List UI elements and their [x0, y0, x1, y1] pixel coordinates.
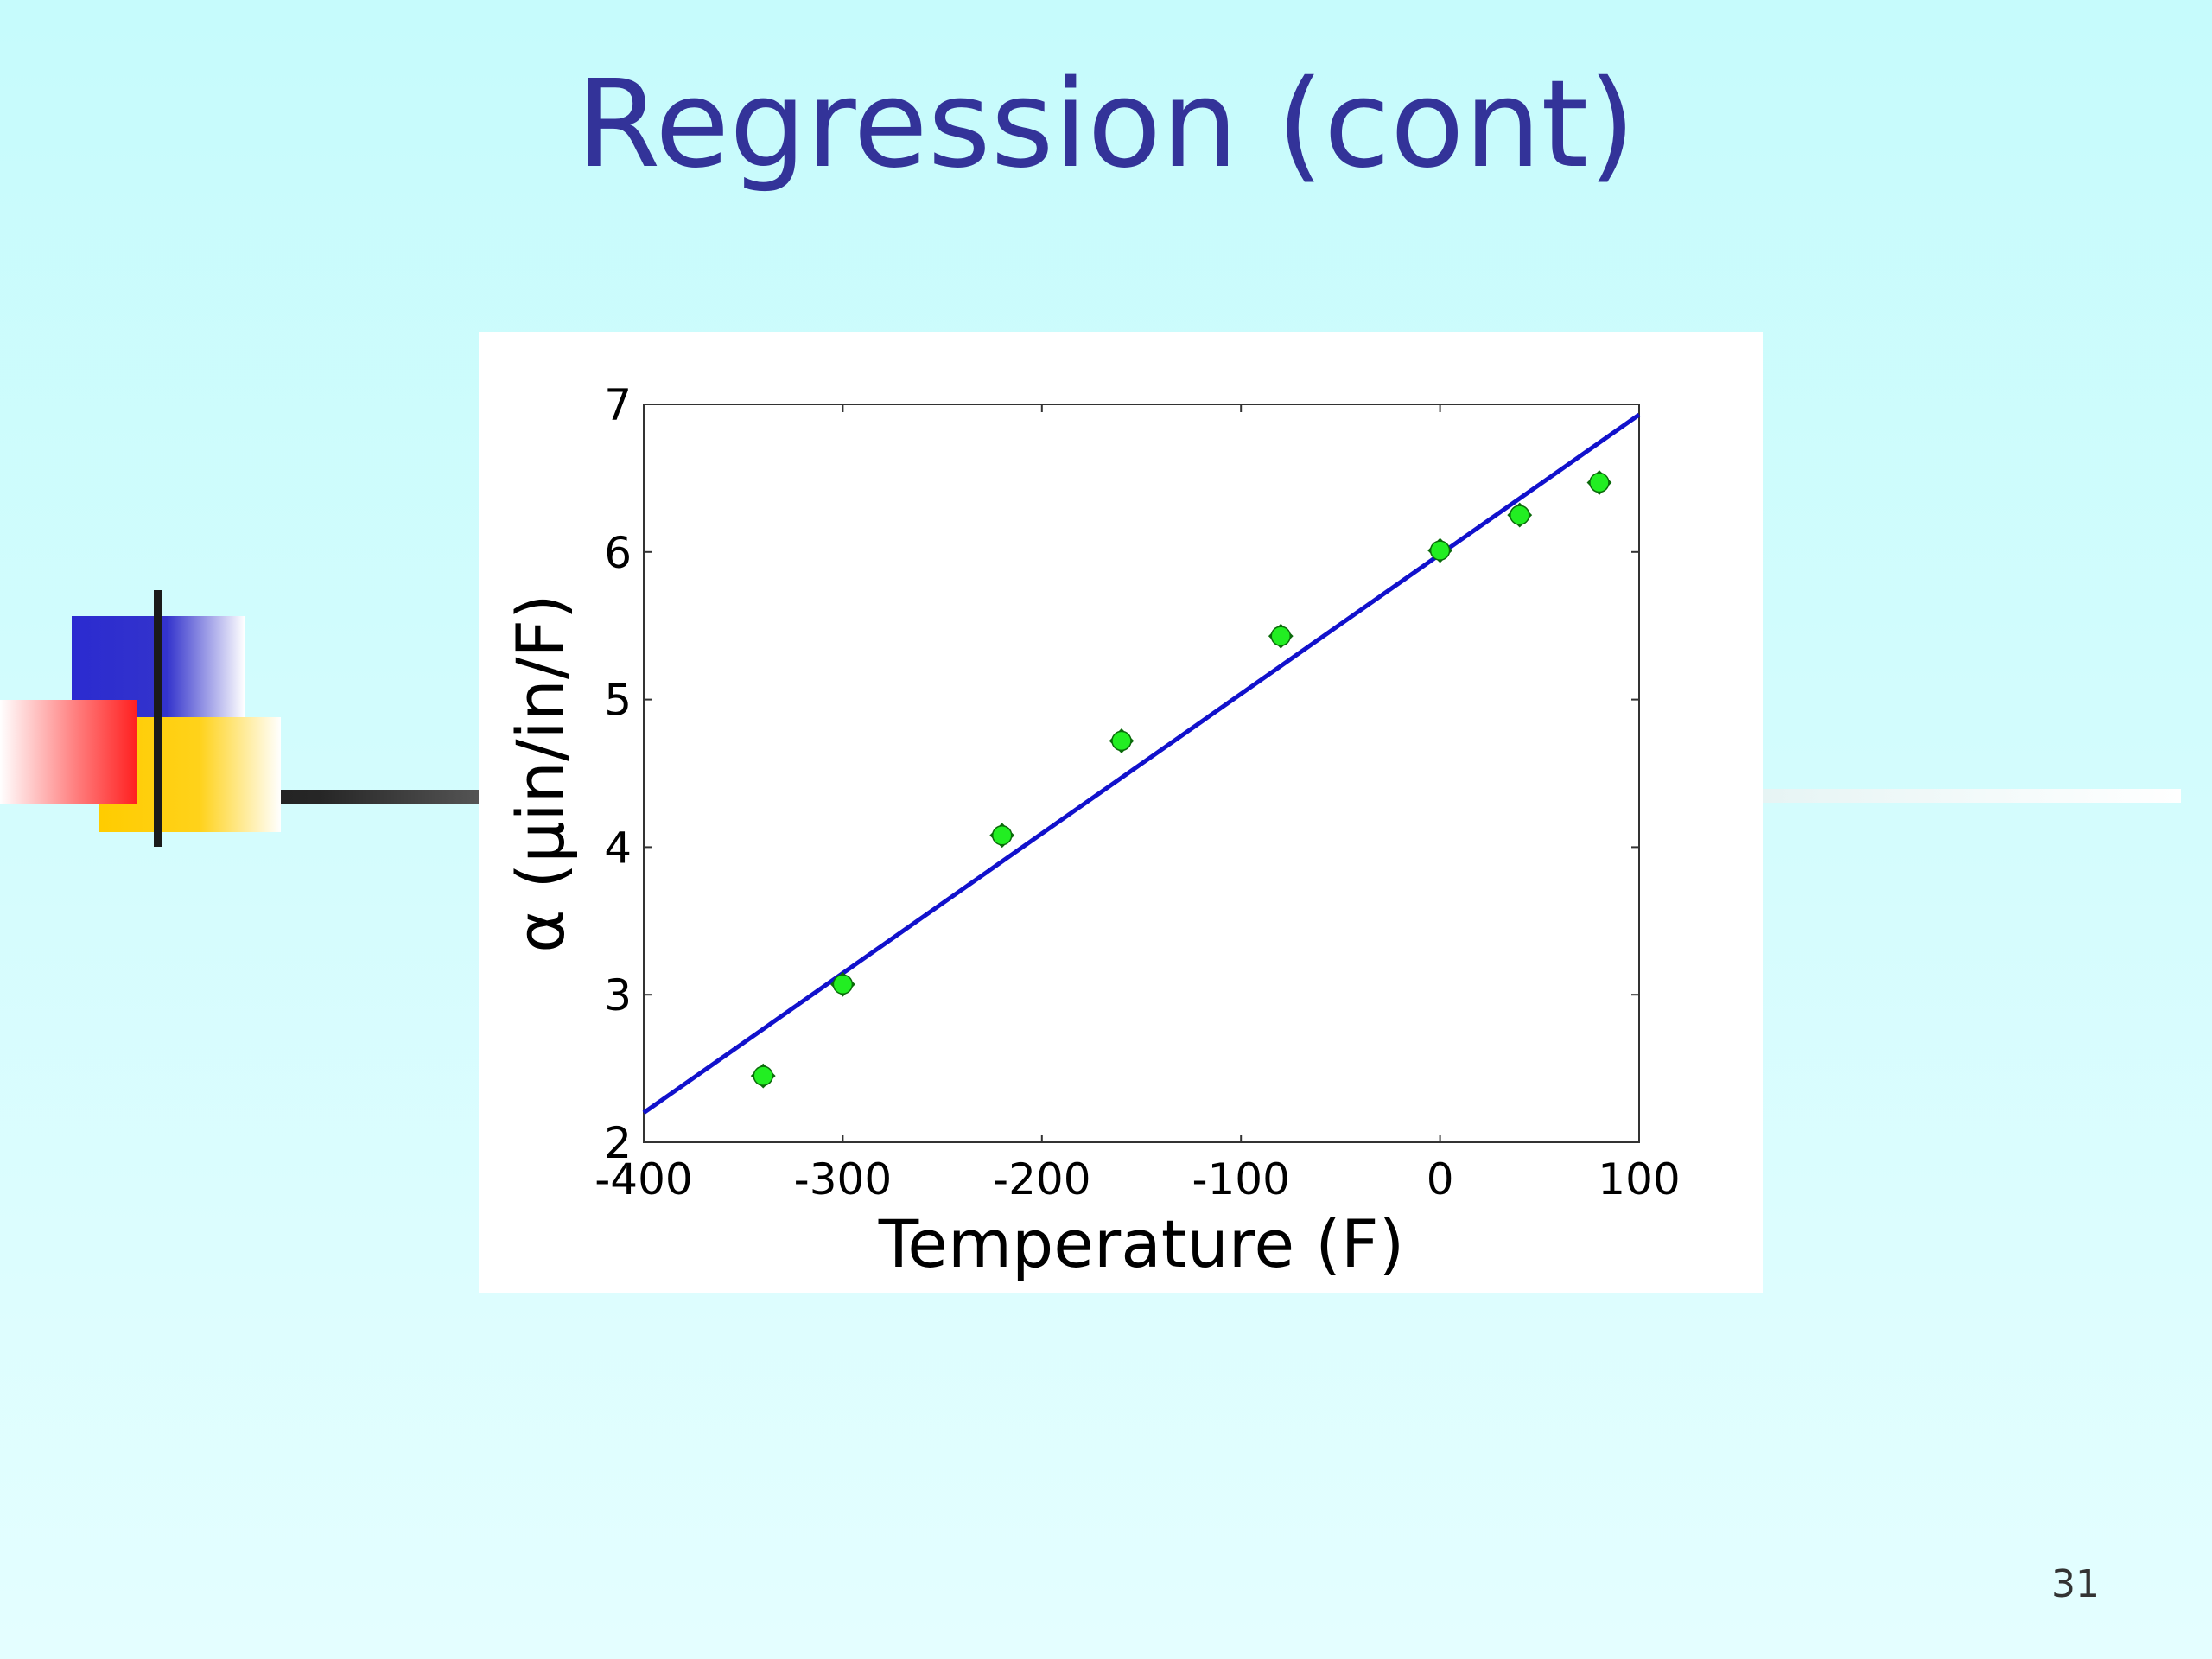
chart-panel: -400 -300 -200 -100 0 100 2 3 4 5 6 7 Temperature …	[479, 332, 1763, 1293]
x-tick-label: -100	[1192, 1154, 1289, 1205]
x-axis-label: Temperature (F)	[878, 1205, 1405, 1282]
decorative-divider-right	[1761, 789, 2181, 803]
data-point	[991, 824, 1013, 846]
data-point	[1589, 472, 1610, 493]
y-tick-label: 3	[604, 970, 632, 1020]
x-axis: -400 -300 -200 -100 0 100	[594, 404, 1681, 1205]
decorative-logo-blocks	[0, 588, 294, 847]
plot-area	[643, 404, 1640, 1143]
y-axis: 2 3 4 5 6 7	[604, 380, 1639, 1168]
page-number: 31	[2051, 1562, 2100, 1606]
y-tick-label: 7	[604, 380, 632, 430]
slide-title: Regression (cont)	[576, 54, 1636, 195]
data-point	[753, 1065, 773, 1086]
decorative-vertical-bar	[154, 590, 162, 847]
y-tick-label: 5	[604, 676, 632, 726]
y-tick-label: 4	[604, 823, 632, 873]
scatter-chart: -400 -300 -200 -100 0 100 2 3 4 5 6 7 Temperature …	[502, 380, 1681, 1282]
data-point	[1270, 626, 1292, 646]
data-point	[1429, 540, 1451, 561]
x-tick-label: -400	[594, 1154, 692, 1205]
regression-line	[642, 412, 1641, 1115]
data-point	[1111, 730, 1132, 752]
y-tick-label: 6	[604, 528, 632, 578]
data-point	[1510, 505, 1530, 525]
decorative-red-block	[0, 700, 137, 804]
series-layer	[642, 412, 1641, 1115]
x-tick-label: 100	[1598, 1154, 1680, 1205]
data-point	[832, 974, 854, 995]
x-tick-label: 0	[1427, 1154, 1454, 1205]
y-tick-label: 2	[604, 1118, 632, 1168]
x-tick-label: -200	[993, 1154, 1090, 1205]
y-axis-label: α (μin/in/F)	[502, 594, 579, 952]
x-tick-label: -300	[794, 1154, 892, 1205]
